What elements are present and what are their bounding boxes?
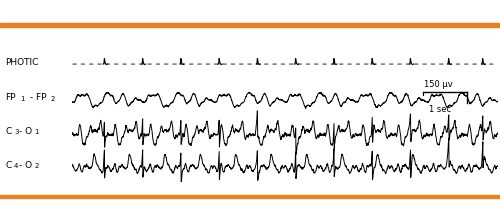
Bar	[0, 195, 500, 198]
Text: - O: - O	[19, 127, 32, 136]
Text: - FP: - FP	[27, 93, 46, 102]
Text: 1: 1	[34, 129, 39, 135]
Text: FP: FP	[5, 93, 15, 102]
Text: PHOTIC: PHOTIC	[5, 58, 38, 67]
Text: 3: 3	[14, 129, 18, 135]
Text: C: C	[5, 127, 11, 136]
Text: 1 sec: 1 sec	[429, 105, 452, 113]
Text: 1: 1	[20, 96, 24, 102]
Text: 2: 2	[51, 96, 56, 102]
Text: 150 μv: 150 μv	[424, 80, 453, 89]
Text: C: C	[5, 161, 11, 170]
Text: 4: 4	[14, 163, 18, 169]
Text: 2: 2	[34, 163, 39, 169]
Text: www.medscape.com: www.medscape.com	[190, 5, 310, 18]
Text: Source: Semin Neurol © 2003 Thieme Medical Publishers: Source: Semin Neurol © 2003 Thieme Medic…	[120, 203, 380, 212]
Bar	[0, 24, 500, 27]
Text: - O: - O	[19, 161, 32, 170]
Text: Medscape®: Medscape®	[10, 6, 84, 16]
